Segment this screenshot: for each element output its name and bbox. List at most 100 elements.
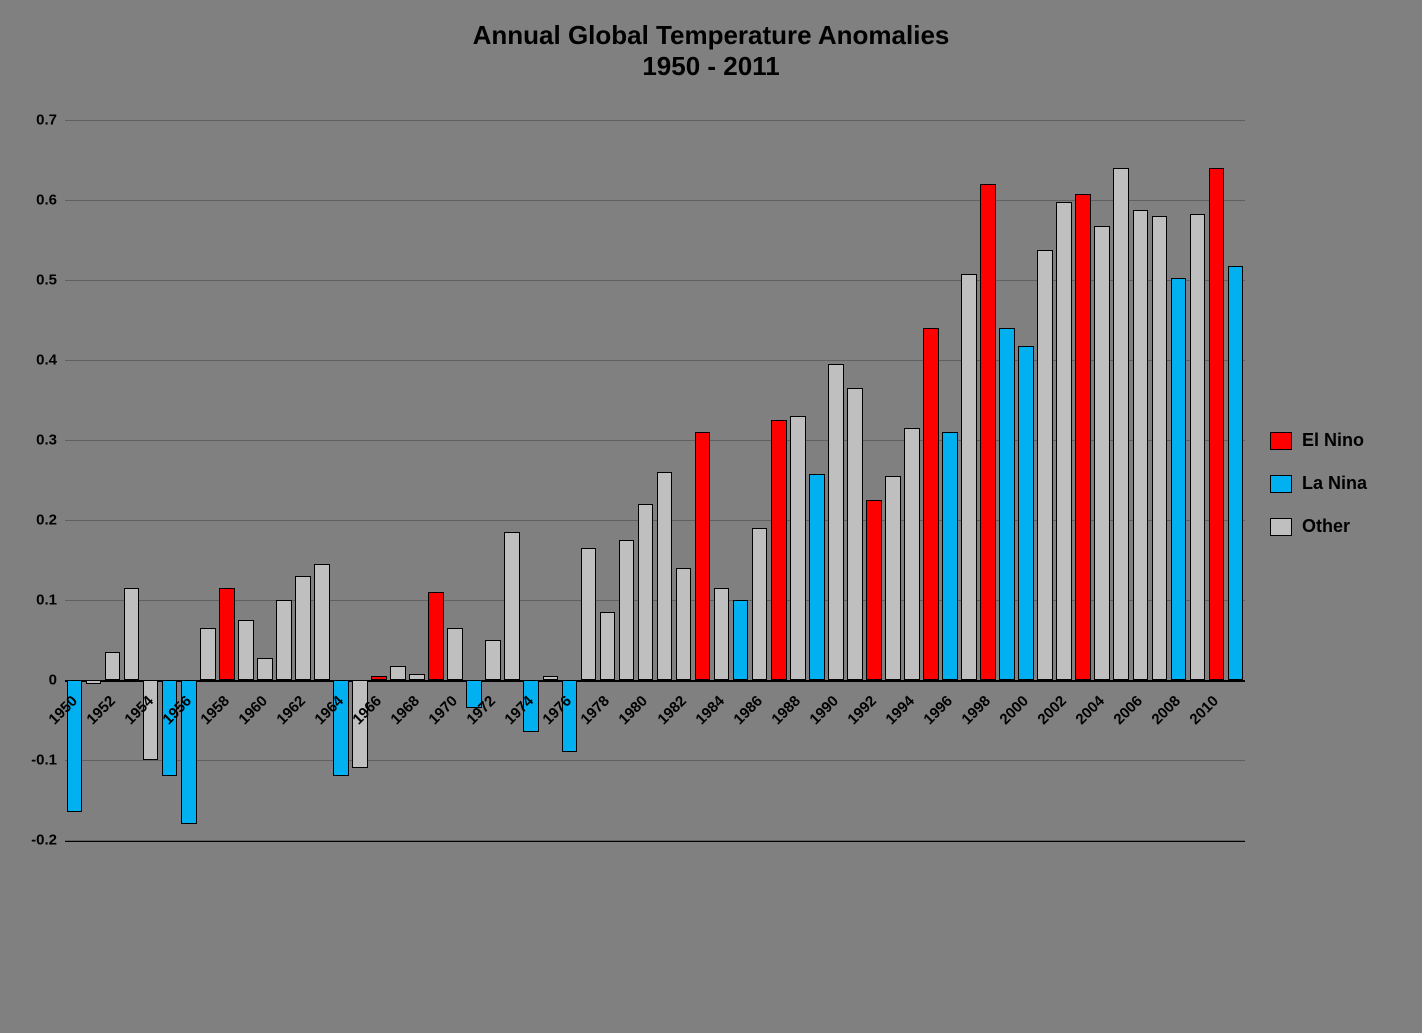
chart-title-line1: Annual Global Temperature Anomalies bbox=[0, 20, 1422, 51]
bar bbox=[1190, 214, 1206, 680]
chart-container: Annual Global Temperature Anomalies 1950… bbox=[0, 0, 1422, 1033]
bar bbox=[885, 476, 901, 680]
bar bbox=[86, 680, 102, 684]
bar bbox=[295, 576, 311, 680]
bar bbox=[1133, 210, 1149, 680]
bar bbox=[942, 432, 958, 680]
bar bbox=[733, 600, 749, 680]
legend-swatch bbox=[1270, 475, 1292, 493]
x-tick-label: 1990 bbox=[806, 692, 842, 728]
legend-swatch bbox=[1270, 518, 1292, 536]
x-tick-label: 2008 bbox=[1149, 692, 1185, 728]
bar bbox=[1209, 168, 1225, 680]
bar bbox=[1152, 216, 1168, 680]
bar bbox=[1056, 202, 1072, 680]
plot-area: -0.2-0.100.10.20.30.40.50.60.71950195219… bbox=[65, 120, 1245, 842]
bar bbox=[809, 474, 825, 680]
y-tick-label: 0.5 bbox=[36, 272, 57, 289]
bar bbox=[105, 652, 121, 680]
bar bbox=[904, 428, 920, 680]
bar bbox=[1171, 278, 1187, 680]
bar bbox=[657, 472, 673, 680]
legend-item: Other bbox=[1270, 516, 1367, 537]
y-tick-label: 0.1 bbox=[36, 592, 57, 609]
bar bbox=[790, 416, 806, 680]
bar bbox=[752, 528, 768, 680]
bar bbox=[980, 184, 996, 680]
bar bbox=[238, 620, 254, 680]
x-tick-label: 1996 bbox=[920, 692, 956, 728]
bar bbox=[1113, 168, 1129, 680]
x-tick-label: 1982 bbox=[654, 692, 690, 728]
x-tick-label: 1960 bbox=[235, 692, 271, 728]
legend-label: La Nina bbox=[1302, 473, 1367, 494]
bar bbox=[543, 676, 559, 680]
x-tick-label: 1992 bbox=[844, 692, 880, 728]
x-tick-label: 2006 bbox=[1111, 692, 1147, 728]
chart-title-line2: 1950 - 2011 bbox=[0, 51, 1422, 82]
bar bbox=[276, 600, 292, 680]
bar bbox=[600, 612, 616, 680]
legend-item: La Nina bbox=[1270, 473, 1367, 494]
legend-item: El Nino bbox=[1270, 430, 1367, 451]
gridline bbox=[65, 760, 1245, 761]
bar bbox=[695, 432, 711, 680]
bar bbox=[1018, 346, 1034, 680]
bar bbox=[409, 674, 425, 680]
x-tick-label: 1998 bbox=[958, 692, 994, 728]
bar bbox=[961, 274, 977, 680]
bar bbox=[219, 588, 235, 680]
bar bbox=[714, 588, 730, 680]
bar bbox=[162, 680, 178, 776]
x-tick-label: 1980 bbox=[616, 692, 652, 728]
x-tick-label: 1952 bbox=[83, 692, 119, 728]
bar bbox=[428, 592, 444, 680]
x-tick-label: 1958 bbox=[197, 692, 233, 728]
legend: El Nino La Nina Other bbox=[1270, 430, 1367, 559]
x-tick-label: 1994 bbox=[882, 692, 918, 728]
bar bbox=[923, 328, 939, 680]
legend-swatch bbox=[1270, 432, 1292, 450]
bar bbox=[200, 628, 216, 680]
bar bbox=[485, 640, 501, 680]
y-tick-label: 0.2 bbox=[36, 512, 57, 529]
bar bbox=[771, 420, 787, 680]
bar bbox=[562, 680, 578, 752]
bar bbox=[999, 328, 1015, 680]
y-tick-label: 0.3 bbox=[36, 432, 57, 449]
y-tick-label: -0.1 bbox=[31, 752, 57, 769]
bar bbox=[676, 568, 692, 680]
bar bbox=[1094, 226, 1110, 680]
bar bbox=[581, 548, 597, 680]
y-tick-label: 0.4 bbox=[36, 352, 57, 369]
legend-label: El Nino bbox=[1302, 430, 1364, 451]
bar bbox=[371, 676, 387, 680]
x-tick-label: 1988 bbox=[768, 692, 804, 728]
bar bbox=[447, 628, 463, 680]
x-tick-label: 1986 bbox=[730, 692, 766, 728]
zero-line bbox=[65, 680, 1245, 682]
y-tick-label: 0 bbox=[49, 672, 57, 689]
y-tick-label: 0.6 bbox=[36, 192, 57, 209]
legend-label: Other bbox=[1302, 516, 1350, 537]
bar bbox=[1037, 250, 1053, 680]
bar bbox=[619, 540, 635, 680]
x-tick-label: 1962 bbox=[273, 692, 309, 728]
bar bbox=[314, 564, 330, 680]
gridline bbox=[65, 120, 1245, 121]
bar bbox=[257, 658, 273, 680]
bar bbox=[504, 532, 520, 680]
bar bbox=[828, 364, 844, 680]
bar bbox=[638, 504, 654, 680]
gridline bbox=[65, 840, 1245, 841]
x-tick-label: 1970 bbox=[426, 692, 462, 728]
y-tick-label: -0.2 bbox=[31, 832, 57, 849]
x-tick-label: 2004 bbox=[1073, 692, 1109, 728]
bar bbox=[1228, 266, 1244, 680]
x-tick-label: 2010 bbox=[1187, 692, 1223, 728]
bar bbox=[847, 388, 863, 680]
chart-title: Annual Global Temperature Anomalies 1950… bbox=[0, 20, 1422, 82]
x-tick-label: 1984 bbox=[692, 692, 728, 728]
x-tick-label: 2000 bbox=[997, 692, 1033, 728]
bar bbox=[390, 666, 406, 680]
